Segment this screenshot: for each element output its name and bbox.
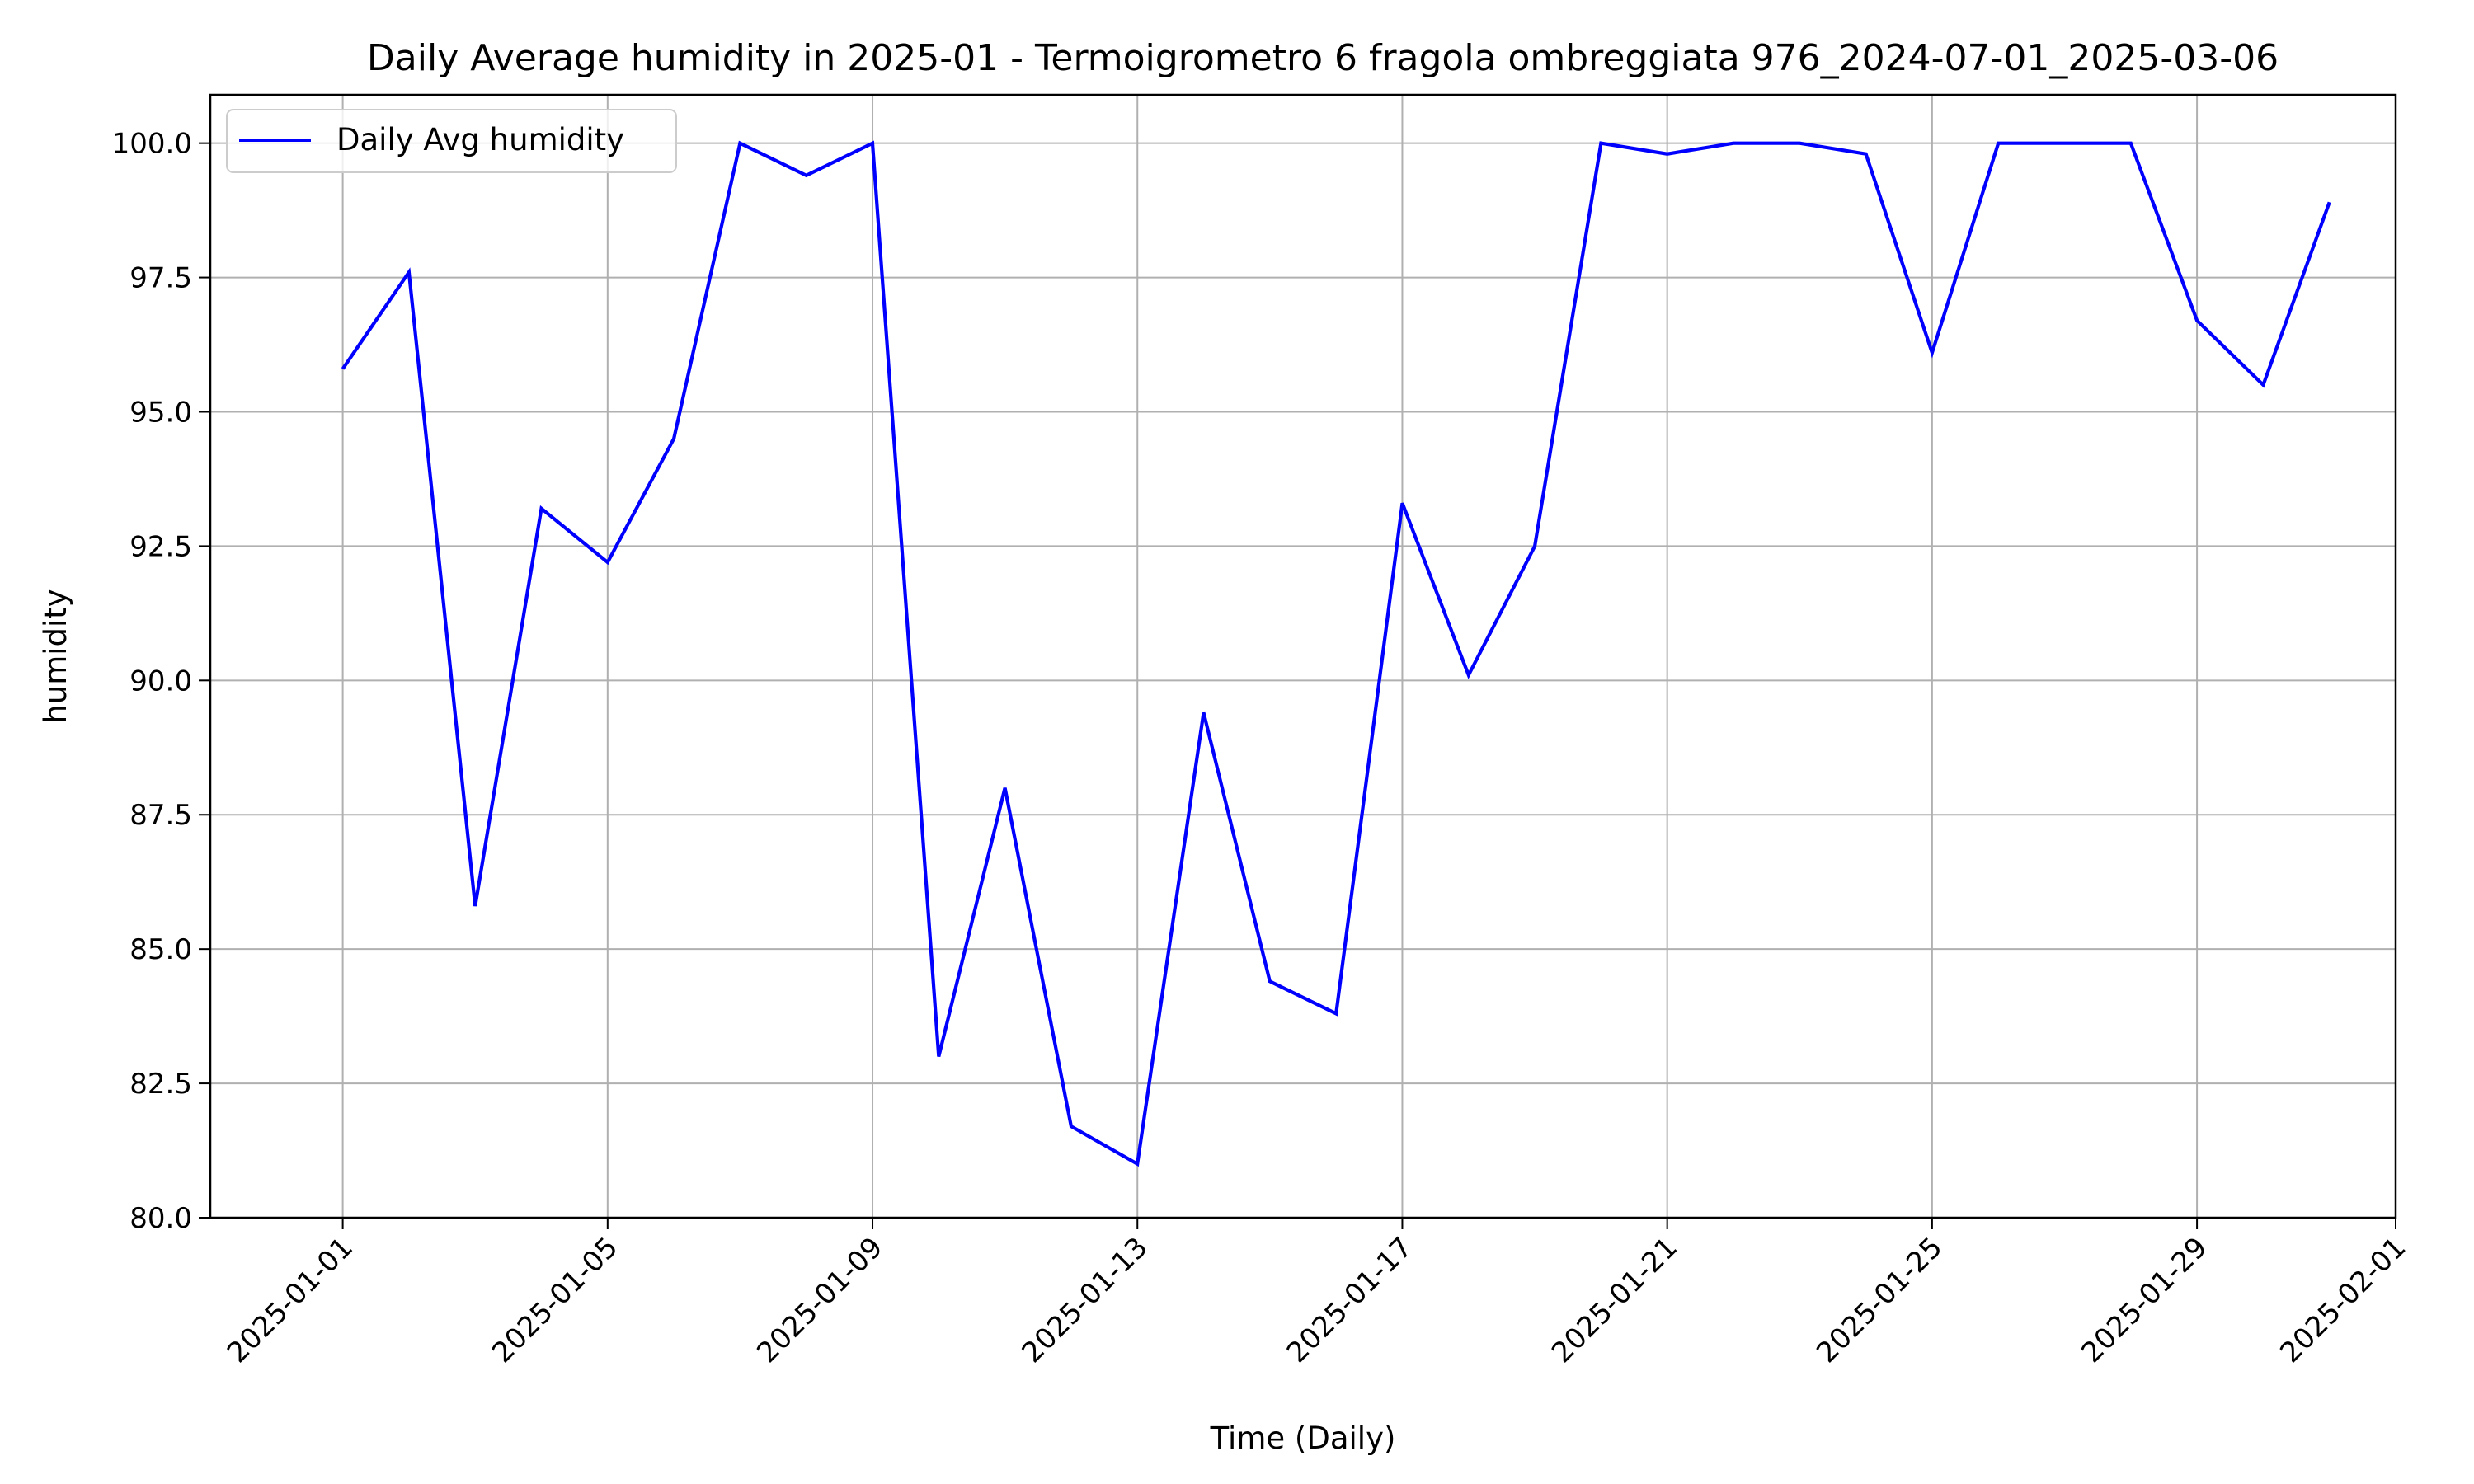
x-tick-label: 2025-01-21 <box>1545 1231 1684 1369</box>
y-tick-label: 87.5 <box>129 799 192 832</box>
legend: Daily Avg humidity <box>226 109 677 173</box>
legend-box <box>226 109 677 173</box>
y-tick-label: 97.5 <box>129 262 192 295</box>
chart-title: Daily Average humidity in 2025-01 - Term… <box>367 37 2279 79</box>
x-tick-label: 2025-01-09 <box>750 1231 889 1369</box>
y-tick-label: 85.0 <box>129 933 192 966</box>
y-axis-label: humidity <box>38 589 73 723</box>
series-line <box>341 140 2331 1167</box>
y-tick-label: 100.0 <box>112 128 192 161</box>
x-tick-label: 2025-01-05 <box>486 1231 624 1369</box>
y-tick-label: 90.0 <box>129 665 192 697</box>
x-tick-label: 2025-01-01 <box>221 1231 360 1369</box>
y-tick-label: 82.5 <box>129 1068 192 1101</box>
x-axis-label: Time (Daily) <box>1210 1421 1396 1456</box>
x-tick-label: 2025-02-01 <box>2274 1231 2412 1369</box>
ticks: 2025-01-01 2025-01-05 2025-01-09 2025-01-13… <box>112 128 2413 1369</box>
y-tick-label: 92.5 <box>129 530 192 563</box>
x-tick-label: 2025-01-29 <box>2075 1231 2213 1369</box>
grid <box>210 95 2396 1219</box>
legend-label: Daily Avg humidity <box>336 122 624 157</box>
x-tick-label: 2025-01-17 <box>1281 1231 1419 1369</box>
plot-frame <box>209 93 2397 1219</box>
x-tick-label: 2025-01-25 <box>1810 1231 1949 1369</box>
series-layer <box>341 140 2331 1167</box>
y-tick-label: 95.0 <box>129 396 192 429</box>
y-tick-label: 80.0 <box>129 1202 192 1235</box>
x-tick-label: 2025-01-13 <box>1016 1231 1155 1369</box>
